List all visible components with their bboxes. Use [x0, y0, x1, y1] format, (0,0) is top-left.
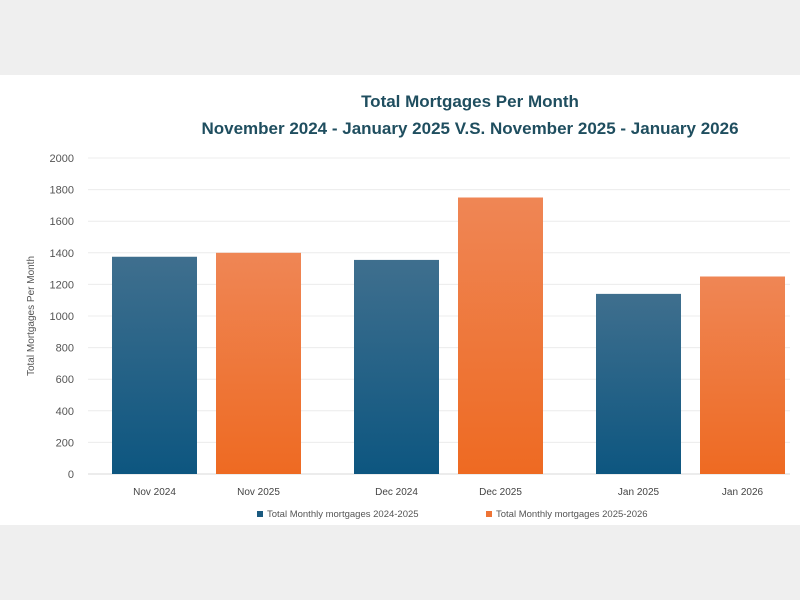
x-tick-label: Jan 2025 [618, 487, 660, 498]
x-tick-label: Nov 2024 [133, 487, 176, 498]
bar-dec-2024 [354, 259, 439, 474]
x-tick-label: Jan 2026 [722, 487, 764, 498]
y-tick-label: 200 [56, 437, 74, 449]
bar-jan-2026 [700, 276, 785, 474]
legend-label: Total Monthly mortgages 2025-2026 [496, 509, 648, 520]
bar-dec-2025 [458, 197, 543, 474]
x-tick-label: Dec 2025 [479, 487, 522, 498]
bar-nov-2025 [216, 252, 301, 474]
x-tick-label: Dec 2024 [375, 487, 418, 498]
x-tick-label: Nov 2025 [237, 487, 280, 498]
chart-title: Total Mortgages Per Month [361, 92, 579, 111]
y-tick-label: 1800 [50, 185, 74, 197]
y-tick-label: 1600 [50, 216, 74, 228]
y-tick-label: 1400 [50, 248, 74, 260]
bar-nov-2024 [112, 256, 197, 474]
y-axis-label: Total Mortgages Per Month [26, 256, 37, 376]
y-tick-label: 2000 [50, 153, 74, 165]
y-tick-label: 1000 [50, 311, 74, 323]
y-tick-label: 800 [56, 343, 74, 355]
legend-swatch [486, 511, 492, 517]
y-tick-label: 0 [68, 469, 74, 481]
legend-label: Total Monthly mortgages 2024-2025 [267, 509, 419, 520]
y-tick-label: 1200 [50, 279, 74, 291]
chart-subtitle: November 2024 - January 2025 V.S. Novemb… [201, 119, 739, 138]
legend-swatch [257, 511, 263, 517]
bar-jan-2025 [596, 293, 681, 474]
y-tick-label: 400 [56, 406, 74, 418]
y-tick-label: 600 [56, 374, 74, 386]
